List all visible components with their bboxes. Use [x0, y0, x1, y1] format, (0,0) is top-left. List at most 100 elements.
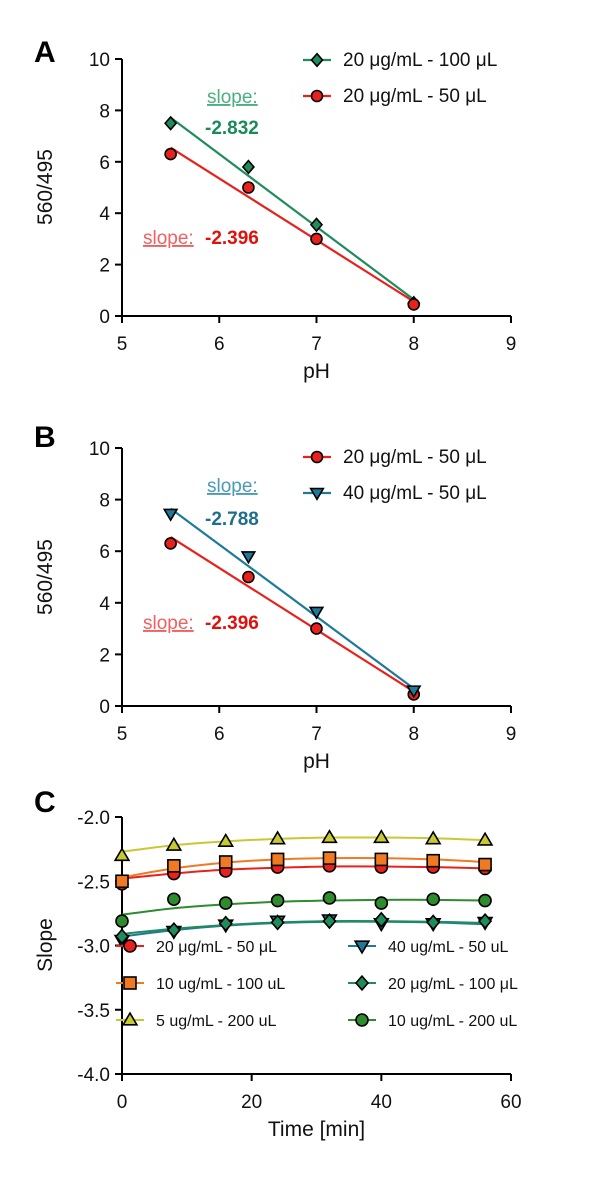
- panel-c-legend-marker: [121, 1011, 139, 1026]
- panel-c-legend-marker: [353, 940, 371, 955]
- panel-b-legend-label: 40 μg/mL - 50 μL: [343, 483, 487, 504]
- panel-a-y-tick-label: 10: [89, 50, 110, 71]
- panel-c-data-point: [115, 874, 129, 889]
- panel-c-x-tick-label: 40: [371, 1092, 392, 1113]
- panel-a-slope-annotation-2: slope: -2.396: [143, 228, 259, 249]
- panel-b-data-point: [162, 508, 179, 522]
- panel-c-data-point: [321, 829, 338, 844]
- panel-c-y-tick-label: -2.5: [77, 872, 110, 893]
- panel-b-legend-label: 20 μg/mL - 50 μL: [343, 447, 487, 468]
- panel-c-data-point: [426, 892, 441, 907]
- panel-c-legend-marker: [355, 1013, 369, 1027]
- panel-a-legend-item: 20 μg/mL - 100 μL: [303, 50, 497, 71]
- panel-b-y-tick-label: 2: [99, 645, 110, 666]
- panel-a-legend-marker: [310, 89, 324, 103]
- panel-b-data-point: [240, 551, 257, 565]
- panel-c-data-point: [218, 915, 233, 932]
- panel-c-legend-item: 10 ug/mL - 100 uL: [116, 976, 285, 993]
- panel-b-series-2: [162, 508, 422, 699]
- panel-a-x-tick-label: 5: [117, 334, 128, 355]
- panel-b-y-tick-label: 8: [99, 491, 110, 512]
- panel-a-y-tick-label: 0: [99, 307, 110, 328]
- panel-b-fit-line-1: [170, 536, 415, 693]
- panel-c-series-6: [115, 891, 492, 928]
- panel-a-label: A: [34, 36, 56, 69]
- panel-c-data-point: [476, 831, 494, 846]
- panel-a-legend: 20 μg/mL - 100 μL 20 μg/mL - 50 μL: [303, 50, 497, 107]
- panel-c-legend-label: 20 μg/mL - 50 μL: [156, 939, 277, 956]
- panel-c-x-axis-title: Time [min]: [268, 1118, 365, 1141]
- panel-c-legend-item: 5 ug/mL - 200 uL: [116, 1011, 276, 1030]
- panel-a-x-tick-label: 6: [214, 334, 225, 355]
- panel-c-legend-label: 5 ug/mL - 200 uL: [156, 1013, 276, 1030]
- panel-a-data-point: [309, 217, 324, 233]
- panel-a-legend-label: 20 μg/mL - 50 μL: [343, 86, 487, 107]
- panel-a: A 0 2 4 6 8 10 5 6 7 8 9 pH 560/495 20 μg/mL - 100 μL…: [34, 36, 516, 383]
- panel-b-x-tick-label: 6: [214, 724, 225, 745]
- panel-a-data-point: [310, 232, 323, 246]
- panel-b-legend-item: 40 μg/mL - 50 μL: [303, 483, 487, 504]
- panel-a-data-point: [164, 147, 177, 161]
- panel-b-slope-annotation-2: slope: -2.396: [143, 613, 259, 634]
- panel-b-y-tick-label: 10: [89, 439, 110, 460]
- panel-c-data-point: [478, 893, 492, 908]
- panel-a-y-axis-title: 560/495: [34, 149, 57, 225]
- panel-c-legend-marker: [354, 974, 370, 992]
- panel-c-series-3: [115, 851, 492, 889]
- panel-c-y-tick-label: -4.0: [77, 1065, 110, 1086]
- panel-b-slope-value-teal: -2.788: [205, 509, 259, 530]
- panel-a-fit-line-2: [170, 146, 415, 303]
- panel-c-legend-item: 10 ug/mL - 200 uL: [348, 1013, 517, 1030]
- panel-b-legend-marker: [309, 487, 325, 501]
- panel-c-y-tick-label: -3.5: [77, 1001, 110, 1022]
- panel-c-data-point: [270, 914, 285, 931]
- panel-c-data-point: [114, 928, 130, 945]
- panel-c-data-point: [115, 914, 129, 928]
- panel-c-data-point: [478, 912, 493, 930]
- panel-c-series-5: [113, 829, 494, 862]
- panel-a-x-axis-title: pH: [303, 360, 330, 383]
- panel-b-x-tick-label: 9: [506, 724, 517, 745]
- panel-c-data-point: [374, 896, 389, 910]
- panel-c-data-point: [269, 830, 286, 845]
- panel-b-label: B: [34, 421, 56, 454]
- panel-b-fit-line-2: [169, 507, 415, 690]
- panel-a-series-2: [164, 147, 421, 311]
- panel-a-slope-annotation-1: slope: -2.832: [205, 87, 259, 139]
- panel-c-legend-label: 20 μg/mL - 100 μL: [388, 976, 518, 993]
- panel-c-series-4: [114, 911, 493, 945]
- panel-a-fit-line-1: [169, 116, 415, 301]
- panel-b-slope-label-red: slope:: [143, 613, 194, 634]
- panel-c-legend-item: 40 ug/mL - 50 uL: [348, 939, 508, 956]
- panel-b-slope-annotation-1: slope: -2.788: [205, 476, 259, 530]
- panel-c-legend-item: 20 μg/mL - 100 μL: [348, 974, 518, 993]
- panel-a-y-tick-label: 6: [99, 153, 110, 174]
- panel-b-data-point: [310, 622, 323, 635]
- panel-b-data-point: [242, 570, 255, 584]
- panel-c-legend-marker: [123, 976, 137, 990]
- panel-c-data-point: [426, 914, 441, 931]
- panel-a-legend-marker: [310, 52, 324, 68]
- panel-b-x-tick-label: 7: [311, 724, 322, 745]
- panel-a-data-point: [164, 115, 178, 131]
- panel-c-data-point: [218, 855, 233, 869]
- panel-c-legend-label: 10 ug/mL - 100 uL: [156, 976, 285, 993]
- panel-b: B 0 2 4 6 8 10 5 6 7 8 9 pH 560/495 20 μg/mL - 50 μL 4…: [34, 421, 516, 773]
- panel-a-y-tick-label: 2: [99, 256, 110, 277]
- panel-a-y-tick-label: 8: [99, 101, 110, 122]
- panel-c-data-point: [217, 832, 235, 848]
- panel-b-data-point: [406, 685, 422, 699]
- panel-b-x-axis-title: pH: [303, 750, 330, 773]
- panel-c-legend: 20 μg/mL - 50 μL 40 ug/mL - 50 uL 10 ug/mL…: [116, 939, 518, 1030]
- panel-c-data-point: [373, 829, 390, 844]
- panel-c-y-tick-label: -3.0: [77, 937, 110, 958]
- panel-b-y-tick-label: 4: [99, 594, 110, 615]
- panel-a-x-tick-label: 9: [506, 334, 517, 355]
- panel-c-data-point: [424, 830, 442, 845]
- panel-c-plot: -4.0 -3.5 -3.0 -2.5 -2.0 0 20 40 60 Time [min] Slo…: [34, 808, 522, 1141]
- panel-c-data-point: [218, 896, 233, 910]
- panel-c-data-point: [166, 921, 181, 939]
- panel-c-x-tick-label: 0: [117, 1092, 128, 1113]
- panel-c-data-point: [374, 852, 389, 867]
